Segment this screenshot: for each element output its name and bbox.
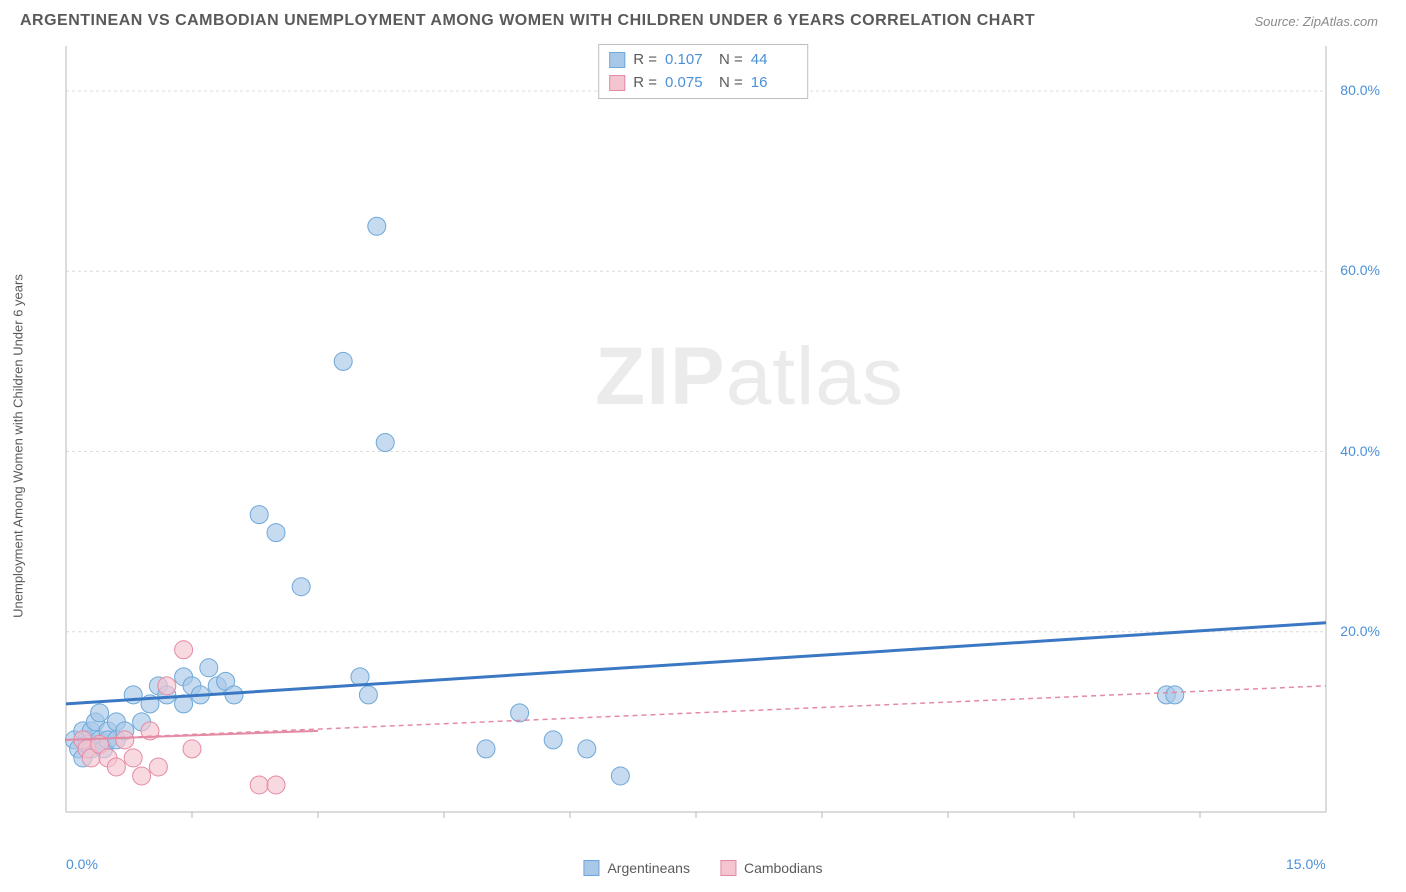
y-tick-label: 60.0% [1340, 262, 1380, 278]
chart-area: ZIPatlas [60, 40, 1386, 842]
stat-n-value: 44 [751, 49, 797, 72]
x-tick-label: 0.0% [66, 856, 98, 872]
legend-swatch [609, 52, 625, 68]
correlation-stats-box: R = 0.107 N = 44 R = 0.075 N = 16 [598, 44, 808, 99]
y-tick-label: 40.0% [1340, 443, 1380, 459]
stat-n-value: 16 [751, 72, 797, 95]
stat-r-label: R = [633, 72, 657, 95]
legend-label: Cambodians [744, 860, 823, 876]
chart-title: ARGENTINEAN VS CAMBODIAN UNEMPLOYMENT AM… [20, 12, 1035, 30]
series-legend: Argentineans Cambodians [583, 860, 822, 876]
source-attribution: Source: ZipAtlas.com [1254, 14, 1378, 29]
legend-label: Argentineans [607, 860, 690, 876]
scatter-plot-svg [60, 40, 1386, 842]
legend-swatch [720, 860, 736, 876]
y-tick-label: 20.0% [1340, 623, 1380, 639]
stat-r-value: 0.107 [665, 49, 711, 72]
y-axis-label: Unemployment Among Women with Children U… [11, 274, 26, 618]
stat-r-label: R = [633, 49, 657, 72]
stat-n-label: N = [719, 49, 743, 72]
stat-r-value: 0.075 [665, 72, 711, 95]
legend-swatch [609, 75, 625, 91]
stat-row: R = 0.107 N = 44 [609, 49, 797, 72]
y-tick-label: 80.0% [1340, 82, 1380, 98]
legend-swatch [583, 860, 599, 876]
legend-item: Cambodians [720, 860, 823, 876]
legend-item: Argentineans [583, 860, 690, 876]
x-tick-label: 15.0% [1286, 856, 1326, 872]
stat-row: R = 0.075 N = 16 [609, 72, 797, 95]
stat-n-label: N = [719, 72, 743, 95]
